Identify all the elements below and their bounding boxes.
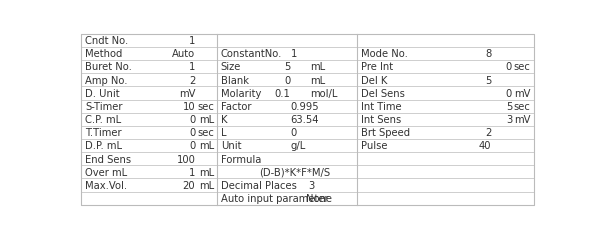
Text: Buret No.: Buret No. bbox=[85, 63, 132, 73]
Text: Int Time: Int Time bbox=[361, 102, 402, 112]
Text: mL: mL bbox=[199, 141, 214, 151]
Text: mV: mV bbox=[514, 89, 531, 99]
Text: K: K bbox=[221, 115, 227, 125]
Text: 2: 2 bbox=[485, 128, 491, 138]
Text: 0: 0 bbox=[189, 128, 195, 138]
Text: 10: 10 bbox=[182, 102, 195, 112]
Text: mV: mV bbox=[179, 89, 195, 99]
Text: Size: Size bbox=[221, 63, 241, 73]
Text: Unit: Unit bbox=[221, 141, 241, 151]
Text: Formula: Formula bbox=[221, 155, 261, 164]
Text: 0.995: 0.995 bbox=[290, 102, 319, 112]
Text: 0: 0 bbox=[189, 115, 195, 125]
Text: Blank: Blank bbox=[221, 76, 249, 86]
Text: mL: mL bbox=[199, 168, 214, 178]
Text: 63.54: 63.54 bbox=[290, 115, 319, 125]
Text: sec: sec bbox=[514, 63, 531, 73]
Text: Brt Speed: Brt Speed bbox=[361, 128, 410, 138]
Text: 100: 100 bbox=[176, 155, 195, 164]
Text: 0: 0 bbox=[506, 63, 512, 73]
Text: sec: sec bbox=[197, 128, 214, 138]
Text: mL: mL bbox=[310, 63, 325, 73]
Text: T.Timer: T.Timer bbox=[85, 128, 122, 138]
Text: Method: Method bbox=[85, 49, 122, 59]
Text: 40: 40 bbox=[479, 141, 491, 151]
Text: sec: sec bbox=[197, 102, 214, 112]
Text: 0: 0 bbox=[506, 89, 512, 99]
Text: 0: 0 bbox=[189, 141, 195, 151]
Text: Over mL: Over mL bbox=[85, 168, 127, 178]
Text: L: L bbox=[221, 128, 226, 138]
Text: 0: 0 bbox=[284, 76, 290, 86]
Text: 8: 8 bbox=[485, 49, 491, 59]
Text: Auto: Auto bbox=[172, 49, 195, 59]
Text: 1: 1 bbox=[189, 63, 195, 73]
Text: mL: mL bbox=[199, 115, 214, 125]
Text: Del Sens: Del Sens bbox=[361, 89, 405, 99]
Text: 0.1: 0.1 bbox=[275, 89, 290, 99]
Text: Int Sens: Int Sens bbox=[361, 115, 401, 125]
Text: Del K: Del K bbox=[361, 76, 388, 86]
Text: 1: 1 bbox=[189, 36, 195, 46]
Text: 5: 5 bbox=[284, 63, 290, 73]
Text: 5: 5 bbox=[506, 102, 512, 112]
Text: D. Unit: D. Unit bbox=[85, 89, 120, 99]
Text: 2: 2 bbox=[189, 76, 195, 86]
Text: None: None bbox=[306, 194, 332, 204]
Text: Amp No.: Amp No. bbox=[85, 76, 128, 86]
Text: (D-B)*K*F*M/S: (D-B)*K*F*M/S bbox=[260, 168, 331, 178]
Text: S-Timer: S-Timer bbox=[85, 102, 122, 112]
Text: 5: 5 bbox=[485, 76, 491, 86]
Text: Mode No.: Mode No. bbox=[361, 49, 408, 59]
Text: mV: mV bbox=[514, 115, 531, 125]
Text: 20: 20 bbox=[182, 181, 195, 191]
Text: Max.Vol.: Max.Vol. bbox=[85, 181, 127, 191]
Text: Molarity: Molarity bbox=[221, 89, 261, 99]
Text: C.P. mL: C.P. mL bbox=[85, 115, 121, 125]
Text: g/L: g/L bbox=[290, 141, 306, 151]
Text: D.P. mL: D.P. mL bbox=[85, 141, 122, 151]
Text: Pulse: Pulse bbox=[361, 141, 388, 151]
Text: 1: 1 bbox=[290, 49, 297, 59]
Text: Cndt No.: Cndt No. bbox=[85, 36, 128, 46]
Text: Pre Int: Pre Int bbox=[361, 63, 393, 73]
Text: Auto input parameter: Auto input parameter bbox=[221, 194, 328, 204]
Text: Factor: Factor bbox=[221, 102, 251, 112]
Text: 3: 3 bbox=[506, 115, 512, 125]
Text: 1: 1 bbox=[189, 168, 195, 178]
Text: ConstantNo.: ConstantNo. bbox=[221, 49, 282, 59]
Text: 0: 0 bbox=[290, 128, 297, 138]
Text: sec: sec bbox=[514, 102, 531, 112]
Text: End Sens: End Sens bbox=[85, 155, 131, 164]
Text: mol/L: mol/L bbox=[310, 89, 337, 99]
Text: 3: 3 bbox=[308, 181, 314, 191]
Text: Decimal Places: Decimal Places bbox=[221, 181, 297, 191]
Text: mL: mL bbox=[310, 76, 325, 86]
Text: mL: mL bbox=[199, 181, 214, 191]
